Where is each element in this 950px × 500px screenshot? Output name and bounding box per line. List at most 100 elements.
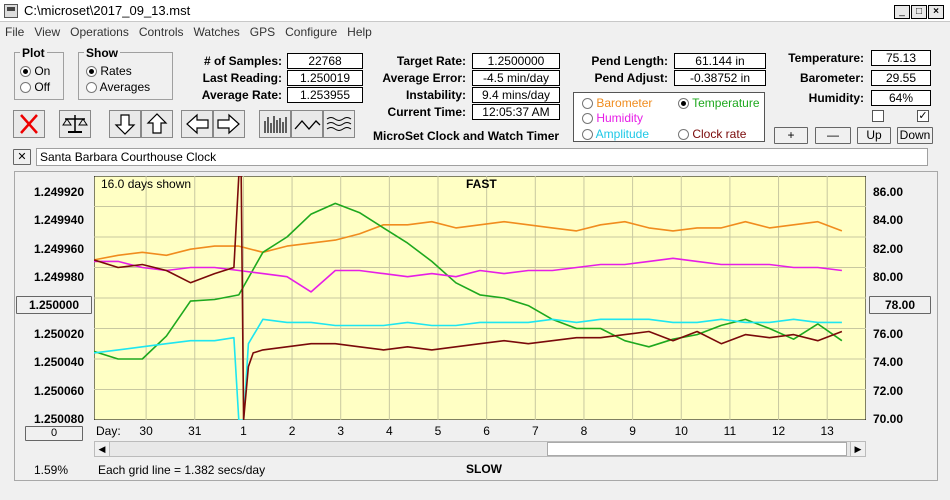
pend-adjust-value: -0.38752 in: [674, 70, 766, 86]
amplitude-option[interactable]: Amplitude: [582, 126, 649, 142]
day-tick-label: 10: [674, 424, 688, 438]
app-name: MicroSet Clock and Watch Timer: [373, 129, 560, 143]
menu-configure[interactable]: Configure: [285, 25, 338, 39]
current-time-label: Current Time:: [387, 105, 466, 119]
scroll-left-icon[interactable]: ◀: [95, 442, 110, 456]
samples-value: 22768: [287, 53, 363, 69]
temperature-value: 75.13: [871, 50, 931, 66]
arrow-left-icon[interactable]: [181, 110, 213, 138]
humidity-label: Humidity:: [808, 91, 864, 105]
wave-graph-icon[interactable]: [323, 110, 355, 138]
average-rate-value: 1.253955: [287, 87, 363, 103]
amplitude-option-label: Amplitude: [595, 127, 650, 141]
show-rates-label: Rates: [100, 64, 132, 78]
show-averages-option[interactable]: Averages: [86, 79, 150, 95]
fast-label: FAST: [466, 177, 497, 191]
scroll-right-icon[interactable]: ▶: [850, 442, 865, 456]
day-tick-label: 31: [188, 424, 202, 438]
checkbox-left[interactable]: [872, 110, 884, 122]
scale-icon[interactable]: [59, 110, 91, 138]
average-error-label: Average Error:: [382, 71, 466, 85]
minimize-button[interactable]: _: [894, 5, 910, 19]
window-title: C:\microset\2017_09_13.mst: [24, 3, 191, 18]
grid-note: Each grid line = 1.382 secs/day: [98, 463, 266, 477]
up-button[interactable]: Up: [857, 127, 891, 144]
bar-graph-icon[interactable]: [259, 110, 291, 138]
plot-off-label: Off: [34, 80, 51, 94]
menu-controls[interactable]: Controls: [138, 25, 184, 39]
radio-icon: [582, 129, 593, 141]
series-temperature: [94, 202, 843, 360]
menu-help[interactable]: Help: [347, 25, 372, 39]
clock-rate-option[interactable]: Clock rate: [678, 126, 746, 142]
radio-icon: [582, 98, 593, 110]
radio-icon: [20, 82, 31, 94]
days-shown-label: 16.0 days shown: [101, 177, 192, 191]
close-description-button[interactable]: ✕: [13, 149, 31, 165]
barometer-value: 29.55: [871, 70, 931, 86]
rate-chart[interactable]: [94, 176, 866, 420]
plot-on-label: On: [34, 64, 51, 78]
center-temp-button[interactable]: 78.00: [869, 296, 931, 314]
day-tick-label: 6: [483, 424, 490, 438]
temperature-option-label: Temperature: [692, 96, 760, 110]
pend-length-label: Pend Length:: [591, 54, 668, 68]
average-error-value: -4.5 min/day: [472, 70, 560, 86]
minus-button[interactable]: —: [815, 127, 851, 144]
line-graph-icon[interactable]: [291, 110, 323, 138]
scroll-thumb[interactable]: [547, 442, 847, 456]
show-rates-option[interactable]: Rates: [86, 63, 132, 79]
temperature-label: Temperature:: [788, 51, 864, 65]
day-tick-label: 1: [240, 424, 247, 438]
menu-view[interactable]: View: [34, 25, 61, 39]
menu-file[interactable]: File: [5, 25, 25, 39]
barometer-option[interactable]: Barometer: [582, 95, 652, 111]
last-reading-value: 1.250019: [287, 70, 363, 86]
app-icon: [4, 4, 18, 18]
day-tick-label: 12: [771, 424, 786, 438]
title-bar: C:\microset\2017_09_13.mst _ □ ×: [0, 0, 950, 22]
menu-operations[interactable]: Operations: [70, 25, 129, 39]
right-tick-label: 82.00: [873, 242, 904, 256]
down-button[interactable]: Down: [897, 127, 933, 144]
right-tick-label: 84.00: [873, 213, 904, 227]
arrow-down-icon[interactable]: [109, 110, 141, 138]
radio-icon: [582, 113, 593, 125]
plot-group-title: Plot: [20, 46, 47, 60]
menu-watches[interactable]: Watches: [193, 25, 240, 39]
menu-bar: File View Operations Controls Watches GPS Conf…: [0, 23, 950, 41]
arrow-up-icon[interactable]: [141, 110, 173, 138]
day-tick-label: 8: [580, 424, 588, 438]
temperature-option[interactable]: Temperature: [678, 95, 760, 111]
series-barometer: [94, 220, 843, 261]
radio-icon: [678, 98, 689, 110]
close-window-button[interactable]: ×: [928, 5, 944, 19]
day-tick-label: 30: [139, 424, 153, 438]
horizontal-scrollbar[interactable]: ◀ ▶: [94, 441, 866, 457]
barometer-option-label: Barometer: [596, 96, 653, 110]
day-tick-label: 7: [531, 424, 539, 438]
plot-off-option[interactable]: Off: [20, 79, 50, 95]
arrow-right-icon[interactable]: [213, 110, 245, 138]
maximize-button[interactable]: □: [911, 5, 927, 19]
left-tick-label: 1.249940: [33, 213, 84, 227]
humidity-option[interactable]: Humidity: [582, 110, 643, 126]
plot-on-option[interactable]: On: [20, 63, 50, 79]
clear-icon[interactable]: [13, 110, 45, 138]
menu-gps[interactable]: GPS: [249, 25, 276, 39]
center-rate-button[interactable]: 1.250000: [16, 296, 92, 314]
right-tick-label: 76.00: [873, 327, 904, 341]
instability-value: 9.4 mins/day: [472, 87, 560, 103]
zero-button[interactable]: 0: [25, 426, 83, 441]
description-field[interactable]: Santa Barbara Courthouse Clock: [36, 148, 928, 166]
slow-label: SLOW: [466, 462, 502, 476]
plus-button[interactable]: +: [774, 127, 808, 144]
show-averages-label: Averages: [99, 80, 151, 94]
sensor-options-box: [573, 92, 765, 142]
radio-icon: [86, 66, 97, 78]
chart-frame: [14, 171, 938, 481]
clock-rate-option-label: Clock rate: [692, 127, 747, 141]
humidity-value: 64%: [871, 90, 931, 106]
radio-icon: [86, 82, 97, 94]
checkbox-right[interactable]: ✓: [917, 110, 929, 122]
